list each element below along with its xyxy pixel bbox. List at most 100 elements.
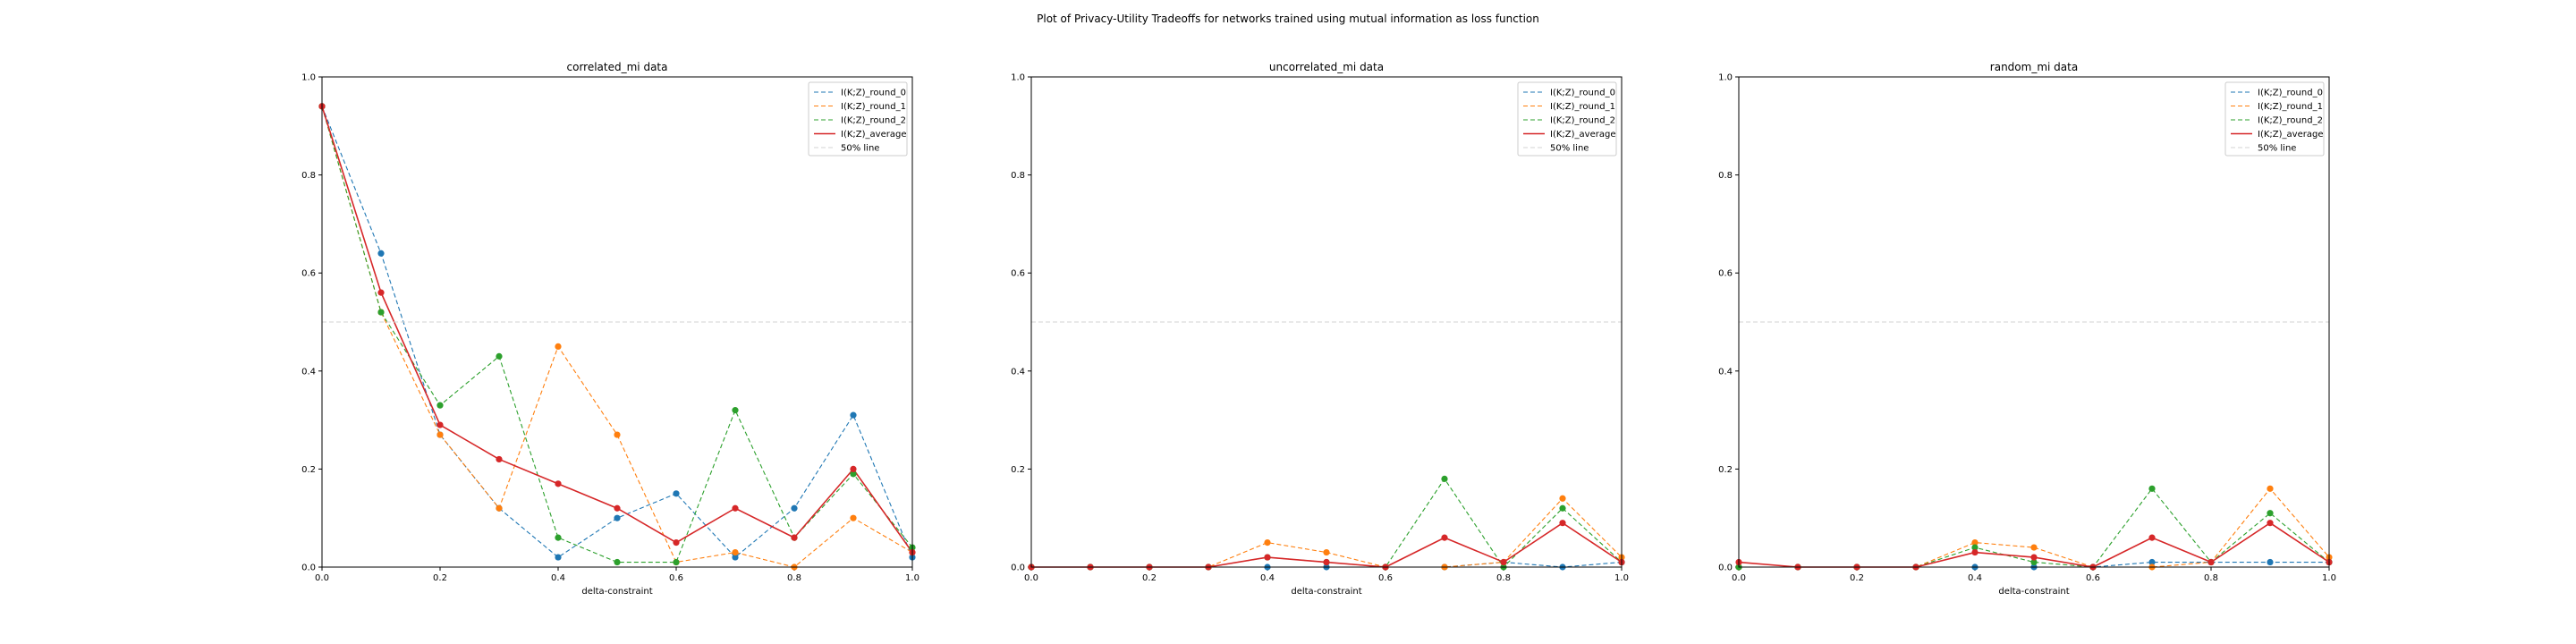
data-point-3 xyxy=(732,504,739,512)
y-tick-label: 0.8 xyxy=(1718,171,1733,181)
y-tick-label: 1.0 xyxy=(301,73,316,83)
legend-entry: I(K;Z)_round_0 xyxy=(841,89,906,98)
data-point-0 xyxy=(614,514,621,521)
data-point-1 xyxy=(436,431,444,438)
x-tick-label: 0.4 xyxy=(1260,573,1275,583)
data-point-1 xyxy=(496,504,503,512)
y-tick-label: 0.2 xyxy=(1718,465,1733,475)
data-point-0 xyxy=(850,411,857,419)
x-tick-label: 0.0 xyxy=(1732,573,1746,583)
data-point-3 xyxy=(555,480,562,487)
y-tick-label: 1.0 xyxy=(1718,73,1733,83)
x-axis-label: delta-constraint xyxy=(1998,587,2069,597)
data-point-2 xyxy=(555,534,562,541)
legend-entry: I(K;Z)_round_2 xyxy=(841,116,906,126)
x-tick-label: 0.6 xyxy=(1378,573,1393,583)
x-axis-label: delta-constraint xyxy=(581,587,652,597)
subplot-title: uncorrelated_mi data xyxy=(1269,61,1384,73)
data-point-3 xyxy=(791,534,798,541)
y-tick-label: 0.8 xyxy=(1011,171,1025,181)
subplot-3: random_mi data 0.0 0.2 0.4 0.6 0.8 1.0 0.0 0.2 0.… xyxy=(1718,61,2336,597)
legend-entry: 50% line xyxy=(841,144,879,154)
y-tick-label: 0.0 xyxy=(301,564,316,573)
data-point-3 xyxy=(2030,554,2038,561)
legend-entry: I(K;Z)_round_0 xyxy=(2258,89,2323,98)
data-point-2 xyxy=(614,558,621,566)
data-point-3 xyxy=(2148,534,2156,541)
x-tick-label: 0.0 xyxy=(315,573,329,583)
subplot-1: correlated_mi data 0.0 0.2 0.4 0.6 0.8 1.0 0.0 0… xyxy=(301,61,919,597)
data-point-2 xyxy=(2030,558,2038,566)
data-point-3 xyxy=(1441,534,1448,541)
y-tick-label: 0.2 xyxy=(301,465,316,475)
y-tick-label: 0.4 xyxy=(1718,367,1733,377)
data-point-1 xyxy=(2030,544,2038,551)
y-tick-label: 0.8 xyxy=(301,171,316,181)
data-point-3 xyxy=(850,465,857,473)
y-tick-label: 1.0 xyxy=(1011,73,1025,83)
data-point-2 xyxy=(850,470,857,478)
subplot-2: uncorrelated_mi data 0.0 0.2 0.4 0.6 0.8 1.0 0.… xyxy=(1011,61,1629,597)
legend-entry: I(K;Z)_round_2 xyxy=(2258,116,2323,126)
legend-entry: I(K;Z)_round_2 xyxy=(1550,116,1615,126)
legend-box xyxy=(808,81,908,157)
data-point-2 xyxy=(673,558,680,566)
data-point-3 xyxy=(1264,554,1271,561)
x-tick-label: 0.4 xyxy=(1968,573,1982,583)
x-tick-label: 0.2 xyxy=(1142,573,1157,583)
y-tick-label: 0.0 xyxy=(1718,564,1733,573)
y-tick-label: 0.6 xyxy=(1011,269,1025,279)
data-point-0 xyxy=(791,504,798,512)
y-tick-label: 0.0 xyxy=(1011,564,1025,573)
legend-entry: I(K;Z)_round_1 xyxy=(841,102,906,112)
data-point-2 xyxy=(2267,510,2274,517)
data-point-2 xyxy=(2148,485,2156,492)
data-point-3 xyxy=(1323,558,1330,566)
data-point-1 xyxy=(614,431,621,438)
data-point-0 xyxy=(2267,558,2274,566)
x-tick-label: 0.2 xyxy=(433,573,447,583)
legend: I(K;Z)_round_0 I(K;Z)_round_1 I(K;Z)_round… xyxy=(808,81,908,157)
y-tick-label: 0.4 xyxy=(1011,367,1025,377)
data-point-3 xyxy=(1559,520,1566,527)
x-tick-label: 0.6 xyxy=(669,573,683,583)
legend-entry: I(K;Z)_average xyxy=(2258,130,2323,140)
data-point-0 xyxy=(732,554,739,561)
x-tick-label: 0.4 xyxy=(551,573,565,583)
legend-entry: 50% line xyxy=(2258,144,2296,154)
subplot-title: correlated_mi data xyxy=(567,61,668,73)
data-point-1 xyxy=(850,514,857,521)
y-tick-label: 0.4 xyxy=(301,367,316,377)
y-tick-label: 0.6 xyxy=(301,269,316,279)
x-tick-label: 0.8 xyxy=(1496,573,1511,583)
data-point-3 xyxy=(2207,558,2215,566)
data-point-1 xyxy=(1264,539,1271,547)
data-point-2 xyxy=(496,352,503,360)
data-point-2 xyxy=(377,309,385,316)
x-tick-label: 0.0 xyxy=(1024,573,1038,583)
legend-entry: I(K;Z)_average xyxy=(1550,130,1615,140)
data-point-0 xyxy=(377,250,385,257)
x-tick-label: 1.0 xyxy=(1614,573,1629,583)
data-point-3 xyxy=(377,289,385,296)
data-point-2 xyxy=(1559,504,1566,512)
axes-frame xyxy=(1738,76,2330,568)
data-point-3 xyxy=(614,504,621,512)
legend-entry: I(K;Z)_round_1 xyxy=(1550,102,1615,112)
data-point-1 xyxy=(1559,495,1566,502)
series-line-2 xyxy=(321,106,913,564)
data-point-3 xyxy=(1500,558,1507,566)
legend-entry: I(K;Z)_average xyxy=(841,130,906,140)
legend: I(K;Z)_round_0 I(K;Z)_round_1 I(K;Z)_round… xyxy=(1517,81,1617,157)
legend-box xyxy=(2224,81,2325,157)
x-tick-label: 0.8 xyxy=(2204,573,2218,583)
figure-title-wrap: Plot of Privacy-Utility Tradeoffs for ne… xyxy=(0,9,2576,26)
data-point-1 xyxy=(555,343,562,350)
legend-entry: I(K;Z)_round_1 xyxy=(2258,102,2323,112)
data-point-3 xyxy=(2267,520,2274,527)
y-tick-label: 0.2 xyxy=(1011,465,1025,475)
x-axis-label: delta-constraint xyxy=(1291,587,1361,597)
y-tick-label: 0.6 xyxy=(1718,269,1733,279)
data-point-0 xyxy=(673,490,680,497)
